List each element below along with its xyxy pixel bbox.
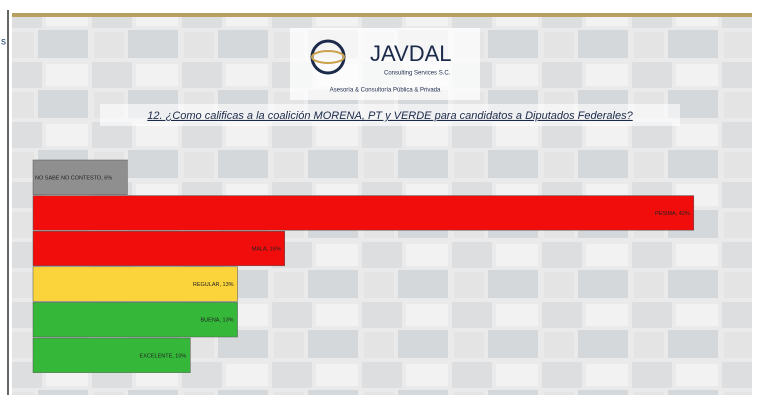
bar: [32, 195, 695, 231]
chart-title: 12. ¿Como calificas a la coalición MOREN…: [147, 110, 633, 122]
bar-label: EXCELENTE, 10%: [140, 353, 187, 359]
bar-label: NO SABE NO CONTESTO, 6%: [35, 175, 112, 181]
side-fragment: s: [1, 37, 6, 48]
logo-name: JAVDAL: [370, 41, 452, 66]
bar-label: PESIMA, 42%: [655, 211, 690, 217]
bar-label: BUENA, 13%: [201, 318, 234, 324]
bar: [32, 230, 285, 267]
bar-label: MALA, 16%: [252, 246, 281, 252]
bar: [32, 302, 238, 338]
title-bg: [100, 104, 680, 126]
bar: [32, 159, 128, 195]
bar: [32, 337, 191, 373]
logo-tagline: Asesoría & Consultoría Pública & Privada: [330, 88, 441, 94]
logo-bg: [290, 28, 480, 100]
bar: [32, 266, 238, 302]
logo-ring: [311, 50, 345, 64]
top-rule: [12, 13, 752, 17]
logo-subtitle: Consulting Services S.C.: [384, 71, 451, 77]
bar-label: REGULAR, 13%: [193, 282, 234, 288]
